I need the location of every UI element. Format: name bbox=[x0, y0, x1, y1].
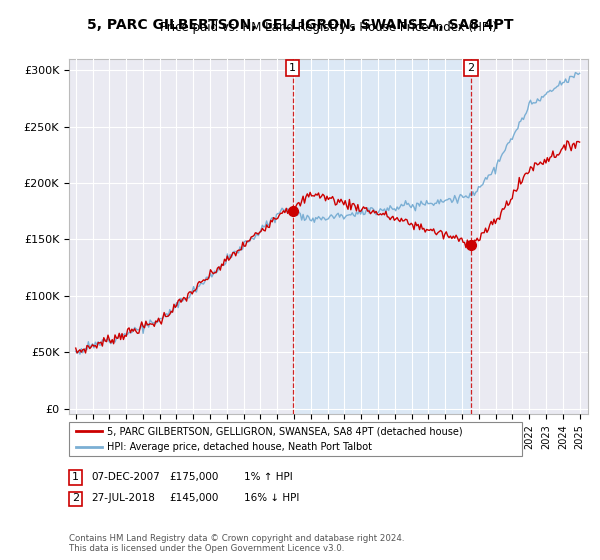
Text: 07-DEC-2007: 07-DEC-2007 bbox=[91, 472, 160, 482]
Text: 5, PARC GILBERTSON, GELLIGRON, SWANSEA, SA8 4PT (detached house): 5, PARC GILBERTSON, GELLIGRON, SWANSEA, … bbox=[107, 426, 463, 436]
Text: £145,000: £145,000 bbox=[169, 493, 218, 503]
Text: 2: 2 bbox=[467, 63, 475, 73]
Text: 27-JUL-2018: 27-JUL-2018 bbox=[91, 493, 155, 503]
Text: 2: 2 bbox=[72, 493, 79, 503]
Text: 5, PARC GILBERTSON, GELLIGRON, SWANSEA, SA8 4PT: 5, PARC GILBERTSON, GELLIGRON, SWANSEA, … bbox=[87, 18, 513, 32]
Text: 1: 1 bbox=[289, 63, 296, 73]
Title: Price paid vs. HM Land Registry's House Price Index (HPI): Price paid vs. HM Land Registry's House … bbox=[160, 21, 497, 34]
Bar bbox=[293, 59, 471, 414]
Text: HPI: Average price, detached house, Neath Port Talbot: HPI: Average price, detached house, Neat… bbox=[107, 442, 372, 452]
Text: 16% ↓ HPI: 16% ↓ HPI bbox=[244, 493, 299, 503]
Text: 1: 1 bbox=[72, 472, 79, 482]
Text: Contains HM Land Registry data © Crown copyright and database right 2024.
This d: Contains HM Land Registry data © Crown c… bbox=[69, 534, 404, 553]
Text: £175,000: £175,000 bbox=[169, 472, 218, 482]
Text: 1% ↑ HPI: 1% ↑ HPI bbox=[244, 472, 293, 482]
